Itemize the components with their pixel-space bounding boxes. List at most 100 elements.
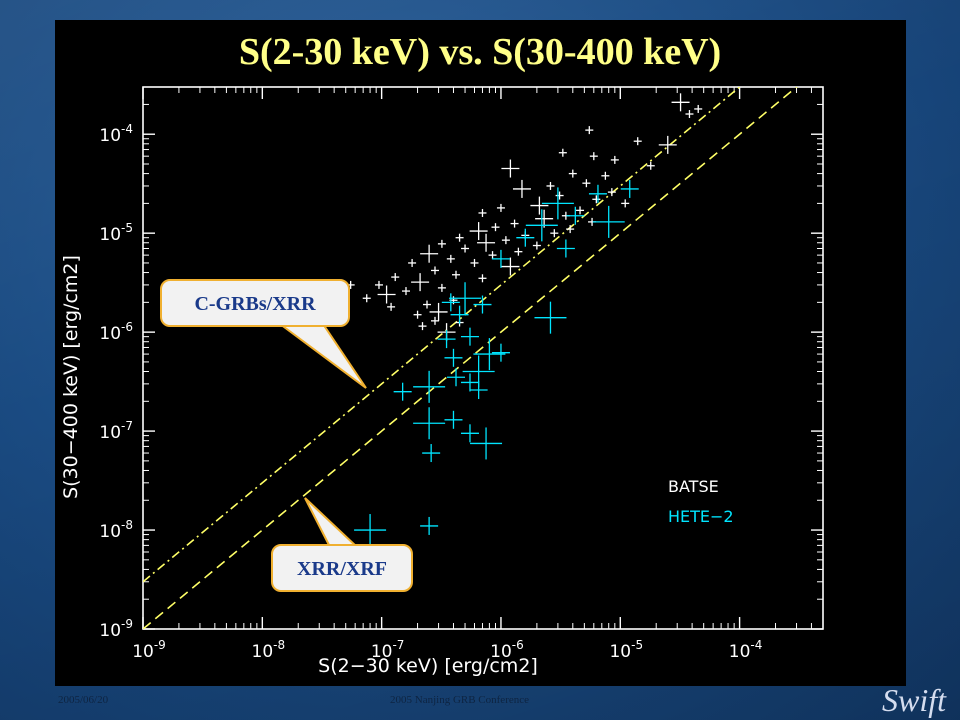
batse-point — [429, 302, 448, 321]
batse-point — [510, 219, 519, 228]
batse-point — [566, 225, 575, 234]
batse-point — [576, 206, 585, 215]
hete2-point — [473, 295, 492, 314]
x-tick-label-0: 10-9 — [132, 638, 166, 662]
batse-point — [658, 135, 677, 154]
batse-point — [585, 126, 594, 135]
batse-point — [401, 287, 410, 296]
batse-point — [501, 257, 520, 276]
y-tick-label-0: 10-9 — [99, 617, 133, 641]
batse-point — [550, 229, 559, 238]
batse-point — [455, 233, 464, 242]
x-axis-label: S(2−30 keV) [erg/cm2] — [318, 655, 538, 677]
batse-point — [470, 258, 479, 267]
batse-point — [501, 159, 520, 178]
batse-point — [491, 223, 500, 232]
batse-point — [362, 294, 371, 303]
hete2-point — [556, 239, 575, 258]
legend-hete2: HETE−2 — [668, 507, 734, 526]
batse-point — [461, 244, 470, 253]
hete2-point — [460, 373, 479, 392]
hete2-point — [422, 444, 441, 463]
callout-cgrbs-box — [160, 279, 350, 327]
scatter-chart: S(2-30 keV) vs. S(30-400 keV) 10-9 10-8 10… — [60, 31, 824, 677]
hete2-point — [460, 424, 479, 443]
batse-point — [411, 273, 430, 292]
chart-title: S(2-30 keV) vs. S(30-400 keV) — [239, 31, 721, 73]
callout-cgrbs-pointer — [276, 323, 367, 389]
batse-point — [582, 179, 591, 188]
batse-point — [685, 110, 694, 119]
batse-point — [512, 179, 531, 198]
batse-point — [671, 93, 690, 112]
batse-point — [546, 181, 555, 190]
batse-point — [391, 273, 400, 282]
hete2-point — [449, 282, 482, 315]
hete2-point — [620, 179, 639, 198]
batse-point — [478, 208, 487, 217]
callout-xrr-text: XRR/XRF — [297, 558, 387, 580]
reference-line-1 — [143, 87, 798, 629]
batse-point — [496, 203, 505, 212]
batse-point — [437, 283, 446, 292]
hete2-point — [491, 343, 510, 362]
hete2-point — [444, 410, 463, 429]
data-points — [346, 93, 703, 547]
batse-point — [387, 302, 396, 311]
batse-point — [477, 233, 496, 252]
batse-point — [452, 270, 461, 279]
hete2-point — [354, 514, 387, 547]
hete2-point — [469, 381, 488, 400]
batse-point — [430, 266, 439, 275]
y-tick-label-5: 10-4 — [99, 122, 133, 146]
plot-panel: S(2-30 keV) vs. S(30-400 keV) 10-9 10-8 10… — [55, 20, 906, 686]
hete2-point — [460, 327, 479, 346]
callout-cgrbs: C-GRBs/XRR — [160, 279, 367, 389]
hete2-point — [473, 338, 506, 371]
hete2-point — [566, 206, 585, 225]
batse-point — [601, 171, 610, 180]
batse-point — [501, 236, 510, 245]
y-tick-label-3: 10-6 — [99, 320, 133, 344]
batse-point — [478, 274, 487, 283]
footer-date: 2005/06/20 — [58, 694, 109, 706]
hete2-point — [541, 187, 574, 220]
batse-point — [430, 316, 439, 325]
batse-point — [374, 280, 383, 289]
batse-point — [610, 155, 619, 164]
hete2-point — [413, 370, 446, 403]
y-tick-label-1: 10-8 — [99, 518, 133, 542]
batse-point — [694, 104, 703, 113]
batse-point — [568, 169, 577, 178]
batse-point — [607, 188, 616, 197]
batse-point — [589, 152, 598, 161]
y-axis-label: S(30−400 keV) [erg/cm2] — [60, 255, 82, 499]
batse-point — [646, 161, 655, 170]
hete2-point — [437, 330, 456, 349]
legend-batse: BATSE — [668, 477, 719, 496]
batse-point — [530, 196, 549, 215]
batse-point — [446, 254, 455, 263]
callout-xrr-box — [271, 544, 413, 592]
hete2-point — [470, 427, 503, 460]
hete2-point — [592, 205, 625, 238]
batse-point — [413, 310, 422, 319]
batse-point — [469, 222, 488, 241]
batse-point — [408, 258, 417, 267]
plot-frame — [142, 86, 824, 630]
x-tick-label-4: 10-5 — [609, 638, 643, 662]
x-tick-label-5: 10-4 — [729, 638, 763, 662]
batse-point — [532, 241, 541, 250]
batse-point — [558, 148, 567, 157]
hete2-point — [393, 382, 412, 401]
y-tick-label-4: 10-5 — [99, 221, 133, 245]
hete2-point — [413, 407, 446, 440]
callout-xrr: XRR/XRF — [271, 497, 413, 592]
hete2-point — [588, 184, 607, 203]
hete2-point — [534, 301, 567, 334]
batse-point — [377, 285, 396, 304]
batse-point — [423, 300, 432, 309]
x-tick-label-1: 10-8 — [252, 638, 286, 662]
hete2-point — [420, 516, 439, 535]
hete2-point — [516, 228, 535, 247]
